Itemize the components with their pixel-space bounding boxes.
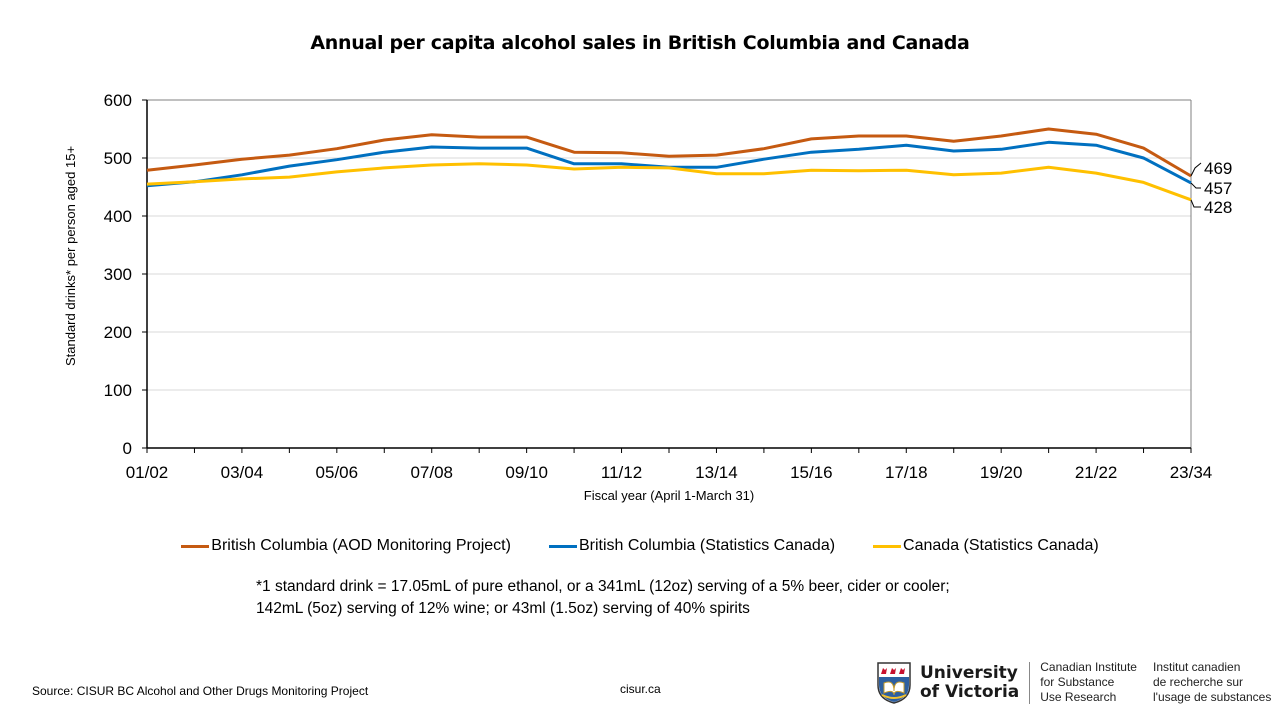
cisur-english: Canadian Institute for Substance Use Res…: [1040, 660, 1137, 705]
uvic-wordmark: University of Victoria: [920, 662, 1020, 702]
series-line-2: [146, 162, 1192, 202]
x-tick-label: 21/22: [1075, 463, 1118, 482]
footnote: *1 standard drink = 17.05mL of pure etha…: [256, 576, 950, 620]
legend-swatch-bc-aod: [181, 544, 210, 548]
line-chart: 0 100 200 300 400 500 600 01/02 03/04 05/06 07/08 0…: [63, 91, 1232, 503]
data-label-leader: [1190, 199, 1201, 208]
uvic-line-1: University: [920, 662, 1018, 683]
legend-swatch-canada: [873, 544, 902, 548]
legend-label: Canada (Statistics Canada): [903, 537, 1099, 554]
y-tick-label: 100: [104, 381, 132, 400]
uvic-cisur-logo: University of Victoria Canadian Institut…: [876, 660, 1271, 705]
y-tick-label: 300: [104, 265, 132, 284]
cisur-en-line-1: Canadian Institute: [1040, 660, 1137, 674]
data-label: 469: [1204, 159, 1232, 178]
data-label: 457: [1204, 179, 1232, 198]
y-tick-label: 500: [104, 149, 132, 168]
y-tick-label: 200: [104, 323, 132, 342]
x-tick-label: 11/12: [601, 463, 642, 482]
y-tick-label: 400: [104, 207, 132, 226]
legend-label: British Columbia (Statistics Canada): [578, 537, 836, 554]
data-label-leader: [1190, 182, 1201, 189]
data-label-leader: [1190, 162, 1202, 177]
cisur-en-line-3: Use Research: [1040, 690, 1117, 704]
cisur-fr-line-1: Institut canadien: [1152, 660, 1241, 674]
x-tick-label: 23/34: [1170, 463, 1213, 482]
legend-swatch-bc-statcan: [548, 544, 577, 548]
chart-title: Annual per capita alcohol sales in Briti…: [310, 32, 970, 54]
legend-item-bc-aod: British Columbia (AOD Monitoring Project…: [181, 537, 511, 555]
legend-label: British Columbia (AOD Monitoring Project…: [211, 537, 511, 554]
x-tick-label: 07/08: [410, 463, 453, 482]
footnote-line-2: 142mL (5oz) serving of 12% wine; or 43ml…: [256, 600, 750, 617]
x-tick-label: 17/18: [885, 463, 928, 482]
x-tick-label: 01/02: [126, 463, 169, 482]
site-link[interactable]: cisur.ca: [620, 682, 661, 696]
y-axis-title: Standard drinks* per person aged 15+: [63, 146, 78, 366]
series-line-1: [146, 140, 1192, 188]
x-tick-label: 09/10: [505, 463, 548, 482]
x-axis-title: Fiscal year (April 1-March 31): [584, 488, 755, 503]
y-tick-label: 0: [123, 439, 132, 458]
uvic-crest-icon: [877, 661, 911, 704]
logo-divider: [1029, 661, 1031, 704]
cisur-french: Institut canadien de recherche sur l'usa…: [1153, 660, 1271, 705]
cisur-fr-line-2: de recherche sur: [1152, 675, 1244, 689]
uvic-line-2: of Victoria: [920, 681, 1020, 702]
x-tick-label: 13/14: [695, 463, 738, 482]
footnote-line-1: *1 standard drink = 17.05mL of pure etha…: [256, 578, 950, 595]
x-tick-label: 19/20: [980, 463, 1023, 482]
cisur-en-line-2: for Substance: [1040, 675, 1115, 689]
x-tick-label: 03/04: [221, 463, 264, 482]
legend: British Columbia (AOD Monitoring Project…: [0, 537, 1280, 555]
y-tick-label: 600: [104, 91, 132, 110]
data-label: 428: [1204, 198, 1232, 217]
x-tick-label: 15/16: [790, 463, 833, 482]
source-text: Source: CISUR BC Alcohol and Other Drugs…: [32, 684, 369, 698]
series-line-0: [146, 127, 1192, 178]
x-tick-label: 05/06: [316, 463, 359, 482]
legend-item-bc-statcan: British Columbia (Statistics Canada): [548, 537, 836, 555]
legend-item-canada: Canada (Statistics Canada): [873, 537, 1099, 555]
cisur-fr-line-3: l'usage de substances: [1152, 690, 1272, 704]
